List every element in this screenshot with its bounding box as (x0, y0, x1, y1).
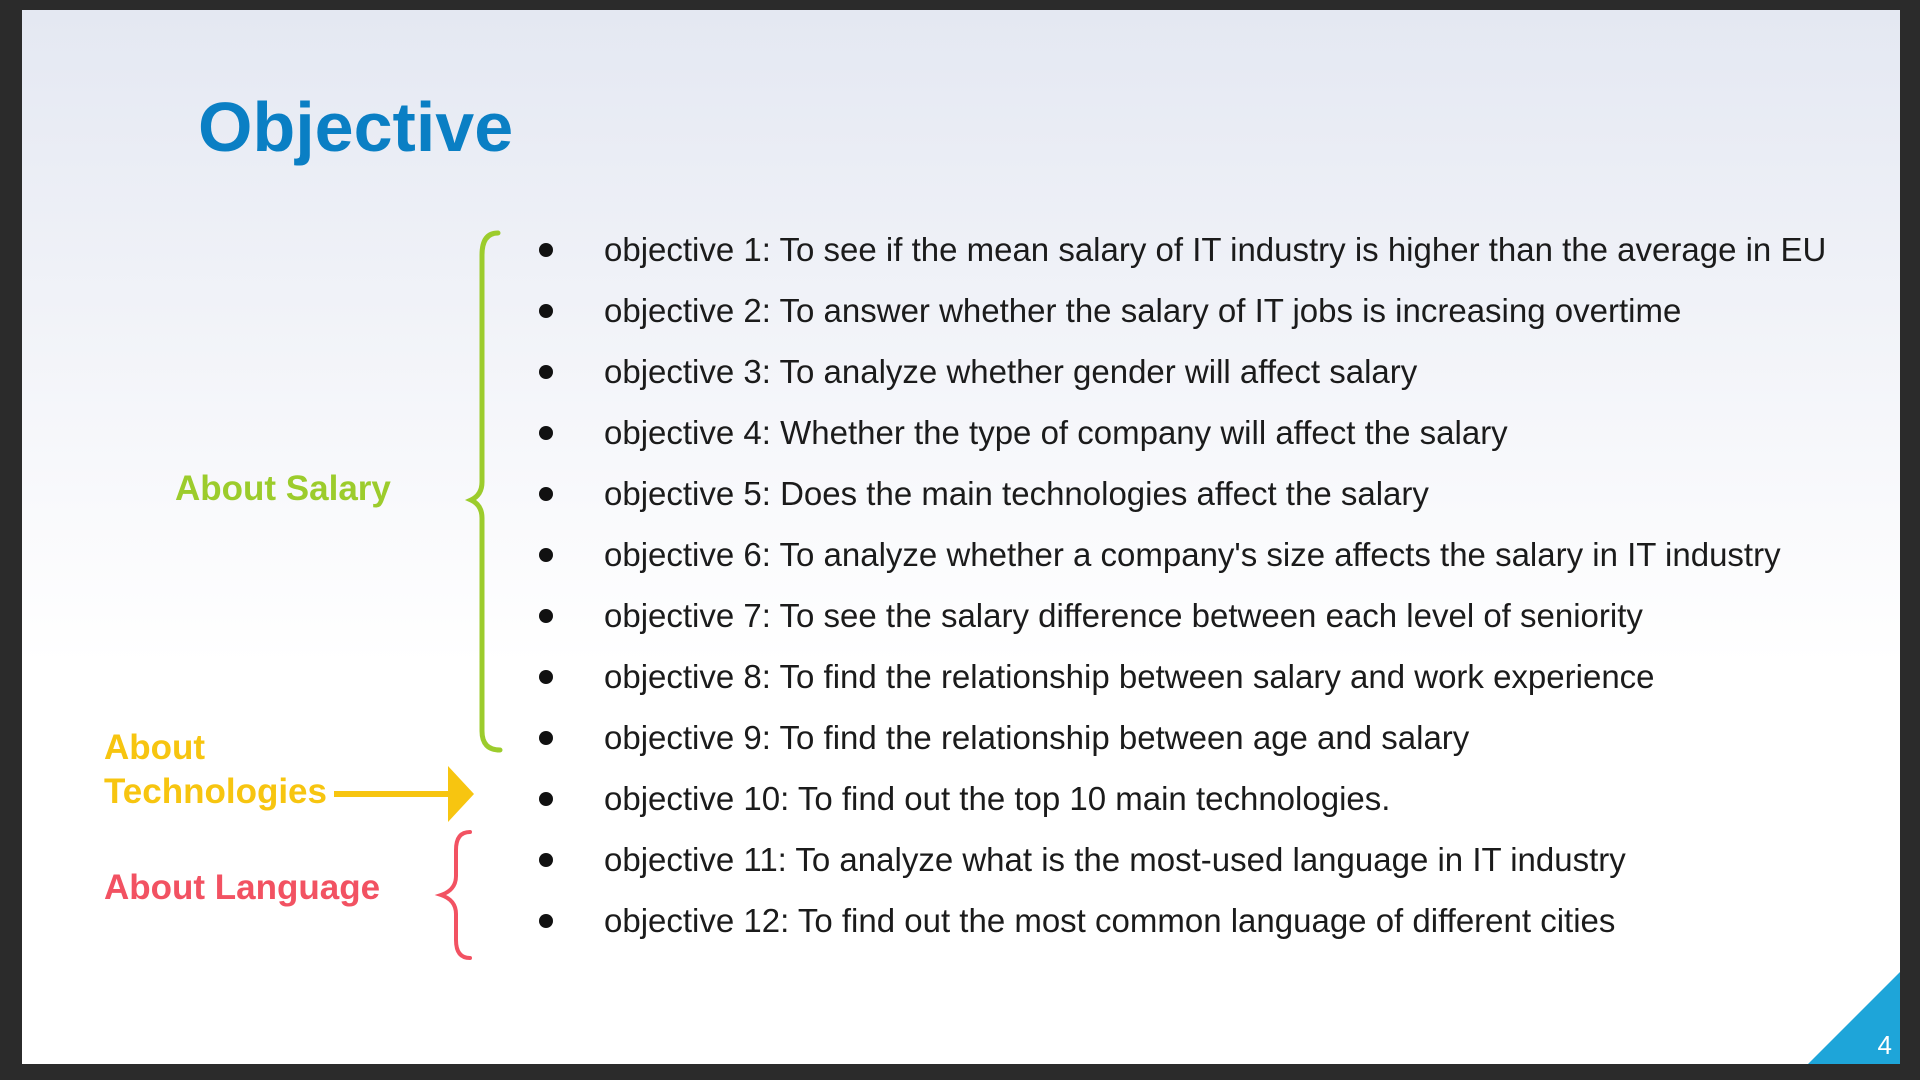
bullet-icon (539, 853, 553, 867)
bullet-icon (539, 426, 553, 440)
bullet-icon (539, 792, 553, 806)
objective-text: objective 5: Does the main technologies … (604, 475, 1429, 512)
objective-item: objective 9: To find the relationship be… (512, 712, 1469, 764)
objective-item: objective 4: Whether the type of company… (512, 407, 1508, 459)
objective-item: objective 8: To find the relationship be… (512, 651, 1655, 703)
about-salary-label: About Salary (175, 469, 391, 508)
objective-item: objective 12: To find out the most commo… (512, 895, 1615, 947)
bullet-icon (539, 914, 553, 928)
bullet-icon (539, 243, 553, 257)
objective-text: objective 7: To see the salary differenc… (604, 597, 1643, 634)
bullet-icon (539, 731, 553, 745)
objective-item: objective 10: To find out the top 10 mai… (512, 773, 1390, 825)
objective-text: objective 1: To see if the mean salary o… (604, 231, 1827, 268)
objective-item: objective 1: To see if the mean salary o… (512, 224, 1826, 276)
bullet-icon (539, 609, 553, 623)
objective-item: objective 2: To answer whether the salar… (512, 285, 1681, 337)
objective-text: objective 2: To answer whether the salar… (604, 292, 1682, 329)
objective-text: objective 10: To find out the top 10 mai… (604, 780, 1391, 817)
objective-text: objective 8: To find the relationship be… (604, 658, 1655, 695)
objective-item: objective 6: To analyze whether a compan… (512, 529, 1781, 581)
about-technologies-label: About Technologies (104, 726, 327, 814)
about-technologies-line2: Technologies (104, 772, 327, 811)
slide: Objective About Salary About Technologie… (22, 10, 1900, 1064)
objective-item: objective 3: To analyze whether gender w… (512, 346, 1417, 398)
objective-text: objective 12: To find out the most commo… (604, 902, 1616, 939)
objective-text: objective 6: To analyze whether a compan… (604, 536, 1781, 573)
page-number: 4 (1877, 1030, 1892, 1060)
objective-text: objective 11: To analyze what is the mos… (604, 841, 1626, 878)
bullet-icon (539, 670, 553, 684)
bullet-icon (539, 548, 553, 562)
bullet-icon (539, 487, 553, 501)
objective-item: objective 7: To see the salary differenc… (512, 590, 1643, 642)
objective-text: objective 3: To analyze whether gender w… (604, 353, 1418, 390)
slide-title: Objective (198, 88, 514, 166)
technologies-arrow-head (448, 766, 474, 822)
bullet-icon (539, 365, 553, 379)
group-annotations (334, 230, 503, 960)
objective-text: objective 4: Whether the type of company… (604, 414, 1508, 451)
salary-brace (464, 230, 503, 753)
objective-item: objective 5: Does the main technologies … (512, 468, 1429, 520)
bullet-icon (539, 304, 553, 318)
about-technologies-line1: About (104, 728, 206, 767)
objective-item: objective 11: To analyze what is the mos… (512, 834, 1626, 886)
objective-text: objective 9: To find the relationship be… (604, 719, 1470, 756)
about-language-label: About Language (104, 868, 381, 907)
language-brace (434, 830, 472, 960)
